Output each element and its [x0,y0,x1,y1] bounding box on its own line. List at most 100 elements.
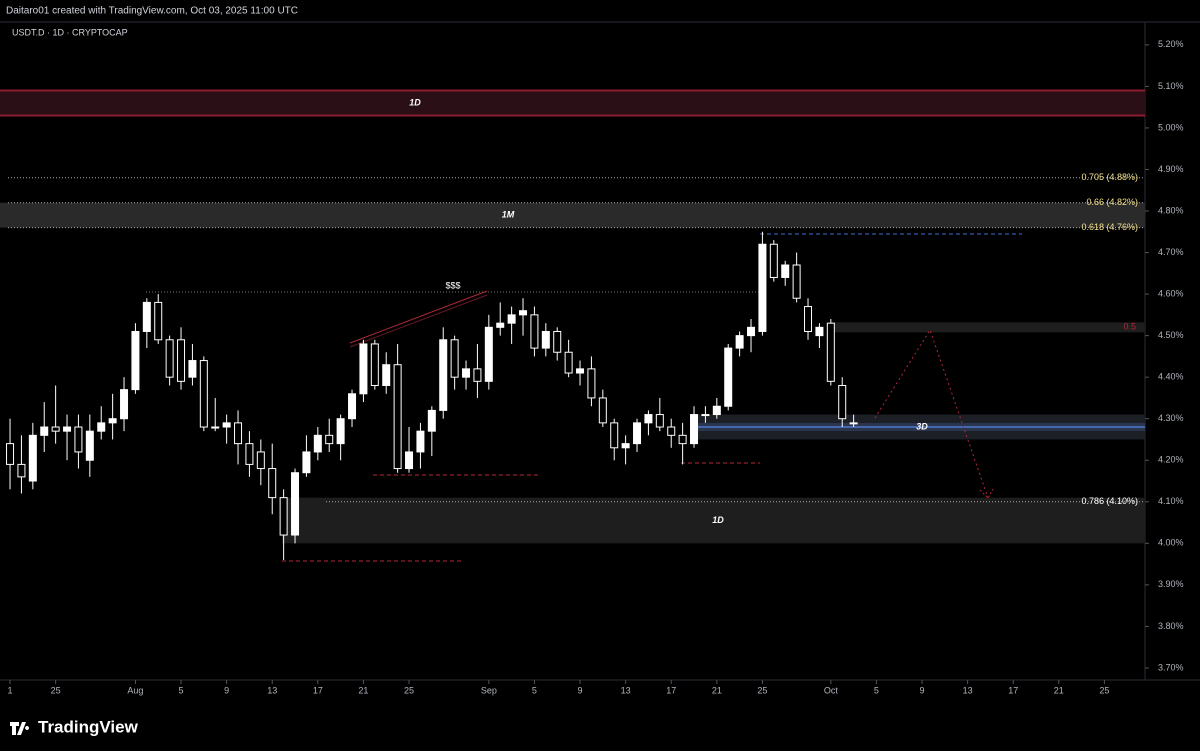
y-tick-label: 4.20% [1158,455,1184,465]
x-tick-label: 21 [358,685,368,695]
zone [0,202,1145,228]
candle-body [541,330,550,349]
candle-body [336,418,345,445]
candle-body [724,347,733,407]
x-tick-label: 5 [532,685,537,695]
fib-label: 0.786 (4.10%) [1081,496,1138,506]
x-tick-label: 5 [179,685,184,695]
candles [6,231,858,560]
candle-body [621,443,630,449]
x-tick-label: 21 [712,685,722,695]
candle-body [781,264,790,278]
zones: 1D 1M 3D 1D 0.705 (4.88%) 0.66 (4.82%) 0.618 (… [0,89,1145,544]
y-tick-label: 4.40% [1158,372,1184,382]
candle-body [598,397,607,424]
candle-body [690,414,699,445]
candle-body [804,306,813,332]
y-tick-label: 5.00% [1158,122,1184,132]
candle-body [6,443,15,465]
zone-label: 1M [502,210,515,220]
candle-body [382,364,391,386]
y-tick-label: 4.10% [1158,496,1184,506]
candle-body [701,414,710,417]
y-tick-label: 4.50% [1158,330,1184,340]
x-tick-label: 25 [404,685,414,695]
fib-label: 0.66 (4.82%) [1086,197,1138,207]
zone [0,90,1145,116]
x-tick-label: 9 [578,685,583,695]
brand-logo: TradingView [10,717,139,736]
candle-body [667,426,676,436]
x-tick-label: 25 [1099,685,1109,695]
candle-body [279,497,288,536]
fib-label: 0.705 (4.88%) [1081,172,1138,182]
candle-body [633,422,642,445]
candle-body [484,326,493,382]
y-tick-label: 4.80% [1158,205,1184,215]
annotation: $$$ [445,280,460,290]
candle-body [393,364,402,470]
candle-body [222,422,231,428]
fib-label: 0.618 (4.76%) [1081,222,1138,232]
candle-body [849,422,858,425]
candle-body [712,405,721,416]
candle-body [644,414,653,424]
candle-body [507,314,516,324]
candle-body [838,384,847,420]
zone-label: 1D [409,97,421,107]
candle-body [473,368,482,382]
y-tick-label: 3.80% [1158,621,1184,631]
candle-body [120,389,129,420]
candle-body [63,426,72,432]
candle-body [359,343,368,395]
candle-body [211,426,220,429]
candle-body [815,326,824,337]
y-tick-label: 3.90% [1158,579,1184,589]
candle-body [610,422,619,449]
candle-body [735,335,744,349]
zone-label: 1D [712,515,724,525]
candle-body [17,463,26,478]
candle-body [519,310,528,316]
candle-body [553,330,562,353]
candle-body [165,339,174,378]
y-tick-label: 4.90% [1158,164,1184,174]
candle-body [85,430,94,461]
mid-zone [830,322,1145,333]
candle-body [405,451,414,470]
candle-body [348,393,357,420]
x-tick-label: Aug [127,685,143,695]
y-tick-label: 4.70% [1158,247,1184,257]
y-tick-label: 4.60% [1158,288,1184,298]
candle-body [268,468,277,499]
candle-body [758,243,767,332]
x-tick-label: Sep [481,685,497,695]
x-tick-label: 13 [963,685,973,695]
candle-body [496,322,505,328]
zone [282,497,1145,544]
x-tick-label: Oct [824,685,839,695]
candle-body [131,330,140,391]
x-tick-label: 9 [224,685,229,695]
candle-body [302,451,311,474]
candle-body [587,368,596,399]
candle-body [769,243,778,278]
candle-body [74,426,83,453]
y-tick-label: 5.10% [1158,81,1184,91]
header: Daitaro01 created with TradingView.com, … [6,6,298,17]
candle-body [747,326,756,337]
y-tick-label: 4.00% [1158,538,1184,548]
candle-body [245,443,254,465]
candle-body [234,422,243,445]
candle-body [462,368,471,378]
candle-body [291,472,300,536]
candle-body [154,301,163,341]
trend-line [349,290,488,344]
candle-body [108,418,117,424]
x-tick-label: 21 [1054,685,1064,695]
candle-body [427,409,436,432]
candle-body [142,301,151,332]
candle-body [678,434,687,445]
x-tick-label: 25 [51,685,61,695]
